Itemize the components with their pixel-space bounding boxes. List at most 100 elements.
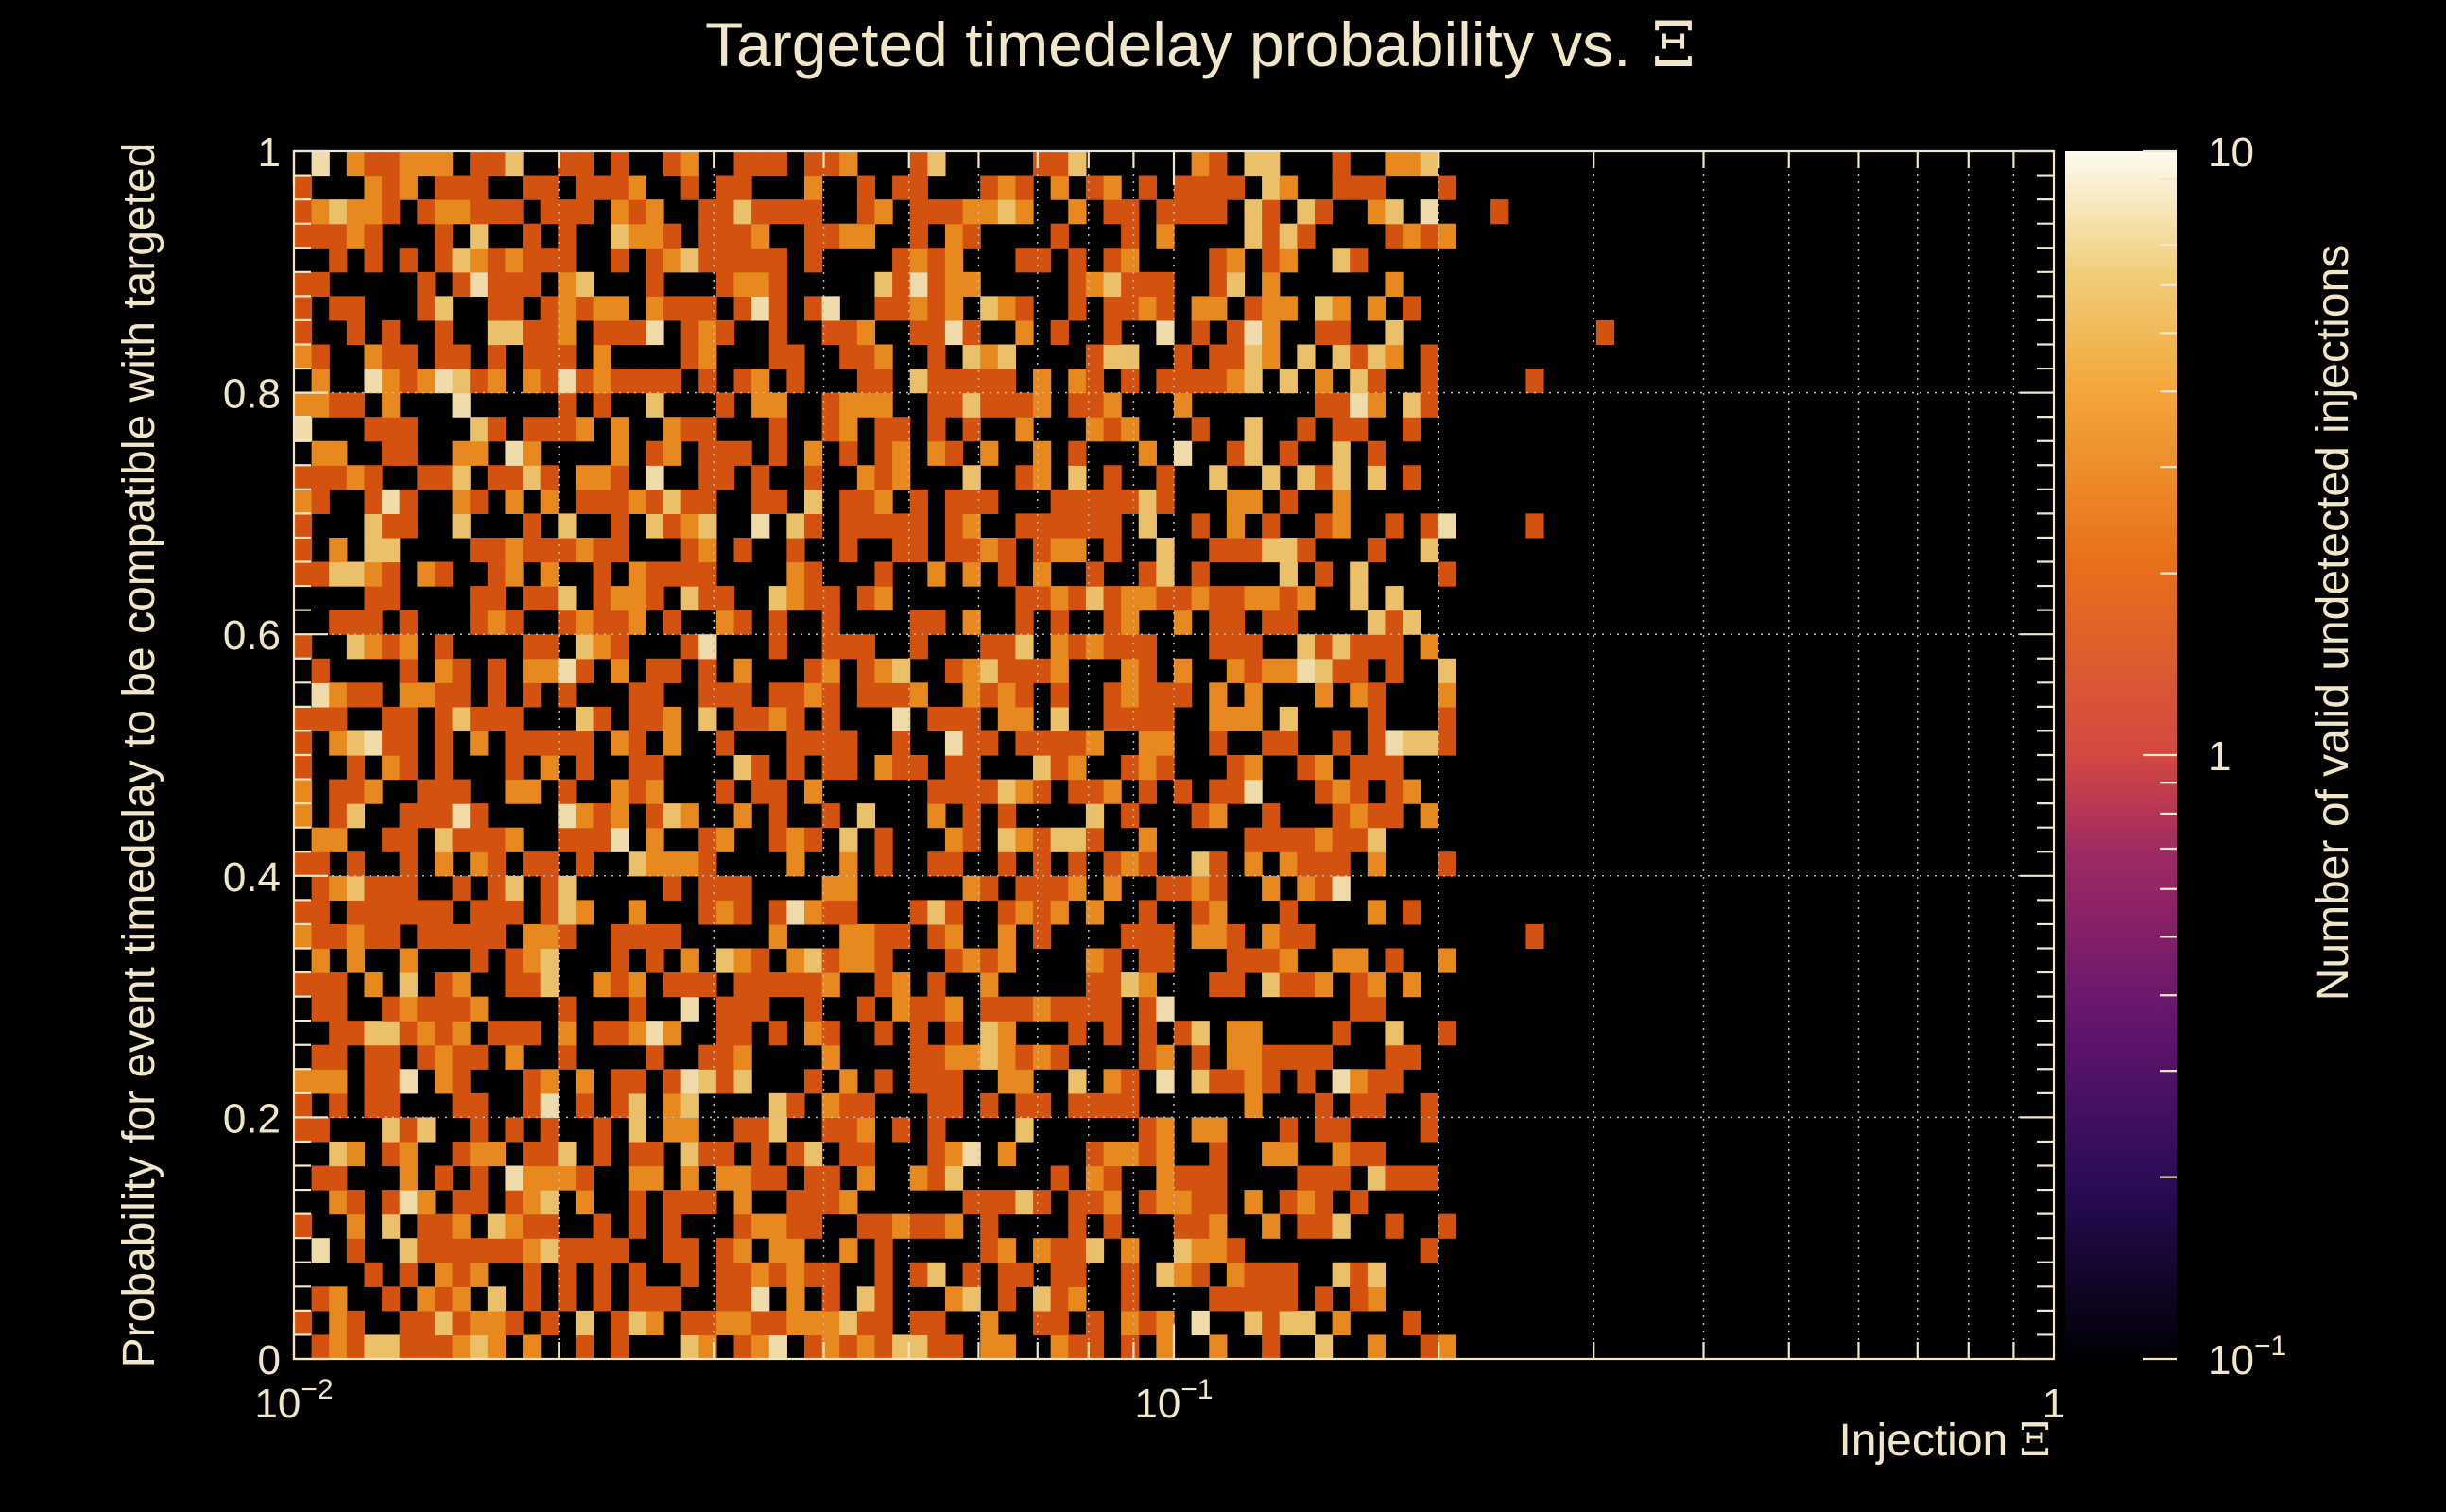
- heatmap-cell: [470, 537, 489, 563]
- heatmap-cell: [874, 392, 893, 418]
- heatmap-cell: [715, 1044, 735, 1070]
- heatmap-cell: [786, 1262, 805, 1287]
- heatmap-cell: [470, 489, 489, 514]
- heatmap-cell: [698, 827, 717, 852]
- heatmap-cell: [1367, 175, 1387, 200]
- heatmap-cell: [364, 465, 383, 490]
- heatmap-cell: [1279, 1310, 1298, 1336]
- heatmap-cell: [1262, 1286, 1281, 1312]
- heatmap-cell: [487, 875, 507, 901]
- heatmap-cell: [927, 344, 946, 369]
- heatmap-cell: [382, 996, 401, 1022]
- heatmap-cell: [751, 392, 770, 418]
- heatmap-cell: [1085, 175, 1105, 200]
- heatmap-cell: [452, 996, 471, 1022]
- heatmap-cell: [1350, 1141, 1369, 1167]
- heatmap-cell: [909, 369, 928, 394]
- heatmap-cell: [856, 319, 876, 346]
- heatmap-cell: [470, 1141, 489, 1167]
- heatmap-cell: [856, 1092, 876, 1118]
- heatmap-cell: [944, 1044, 964, 1070]
- heatmap-cell: [1033, 1310, 1052, 1336]
- heatmap-cell: [1385, 779, 1404, 804]
- heatmap-cell: [698, 319, 717, 346]
- heatmap-cell: [715, 779, 735, 804]
- heatmap-cell: [1103, 199, 1122, 225]
- heatmap-cell: [733, 803, 752, 829]
- heatmap-cell: [1332, 1262, 1351, 1287]
- heatmap-cell: [980, 1213, 999, 1239]
- heatmap-cell: [1403, 1310, 1421, 1336]
- heatmap-cell: [329, 610, 348, 635]
- heatmap-cell: [487, 465, 507, 490]
- heatmap-cell: [593, 827, 612, 852]
- heatmap-cell: [839, 875, 858, 901]
- heatmap-cell: [628, 779, 646, 804]
- heatmap-cell: [698, 682, 717, 708]
- heatmap-cell: [523, 1262, 542, 1287]
- heatmap-cell: [1085, 779, 1105, 804]
- heatmap-cell: [1174, 1021, 1193, 1046]
- heatmap-cell: [1050, 175, 1069, 200]
- y-tick-label: 0: [258, 1337, 281, 1383]
- heatmap-cell: [1209, 296, 1228, 321]
- heatmap-cell: [346, 1141, 366, 1167]
- heatmap-cell: [786, 755, 805, 781]
- heatmap-cell: [1367, 634, 1387, 660]
- heatmap-cell: [1174, 779, 1193, 804]
- heatmap-cell: [329, 730, 348, 756]
- heatmap-cell: [294, 465, 313, 490]
- heatmap-cell: [382, 319, 401, 346]
- heatmap-cell: [874, 271, 893, 297]
- heatmap-cell: [329, 1141, 348, 1167]
- heatmap-cell: [611, 199, 629, 225]
- heatmap-cell: [452, 682, 471, 708]
- heatmap-cell: [628, 1092, 646, 1118]
- heatmap-cell: [821, 948, 840, 973]
- heatmap-cell: [803, 730, 823, 756]
- heatmap-cell: [944, 1165, 964, 1191]
- heatmap-cell: [346, 851, 366, 877]
- heatmap-cell: [452, 1238, 471, 1263]
- heatmap-cell: [1174, 1165, 1193, 1191]
- heatmap-cell: [1156, 996, 1175, 1022]
- heatmap-cell: [417, 561, 436, 587]
- heatmap-cell: [434, 827, 454, 852]
- heatmap-cell: [1367, 1141, 1387, 1167]
- heatmap-cell: [523, 417, 542, 442]
- heatmap-cell: [997, 658, 1017, 683]
- heatmap-cell: [751, 369, 770, 394]
- heatmap-cell: [1314, 1092, 1334, 1118]
- heatmap-cell: [1367, 900, 1387, 925]
- heatmap-cell: [1244, 1021, 1263, 1046]
- heatmap-cell: [821, 1262, 840, 1287]
- heatmap-cell: [628, 900, 646, 925]
- heatmap-cell: [663, 706, 682, 732]
- heatmap-cell: [1244, 319, 1263, 346]
- heatmap-cell: [839, 1092, 858, 1118]
- heatmap-cell: [1068, 1334, 1087, 1360]
- heatmap-cell: [1244, 1310, 1263, 1336]
- heatmap-cell: [715, 1021, 735, 1046]
- heatmap-cell: [909, 151, 928, 177]
- heatmap-cell: [927, 248, 946, 273]
- heatmap-cell: [1367, 730, 1387, 756]
- heatmap-cell: [1279, 1044, 1298, 1070]
- heatmap-cell: [434, 803, 454, 829]
- heatmap-cell: [821, 730, 840, 756]
- heatmap-cell: [470, 730, 489, 756]
- heatmap-cell: [786, 199, 805, 225]
- heatmap-cell: [1085, 1165, 1105, 1191]
- heatmap-cell: [487, 706, 507, 732]
- heatmap-cell: [663, 489, 682, 514]
- heatmap-cell: [962, 271, 981, 297]
- heatmap-cell: [399, 1238, 418, 1263]
- heatmap-cell: [487, 682, 507, 708]
- heatmap-cell: [294, 730, 313, 756]
- heatmap-cell: [927, 706, 946, 732]
- heatmap-cell: [294, 561, 313, 587]
- heatmap-cell: [927, 271, 946, 297]
- heatmap-cell: [1438, 682, 1456, 708]
- heatmap-cell: [1350, 779, 1369, 804]
- heatmap-cell: [1156, 199, 1175, 225]
